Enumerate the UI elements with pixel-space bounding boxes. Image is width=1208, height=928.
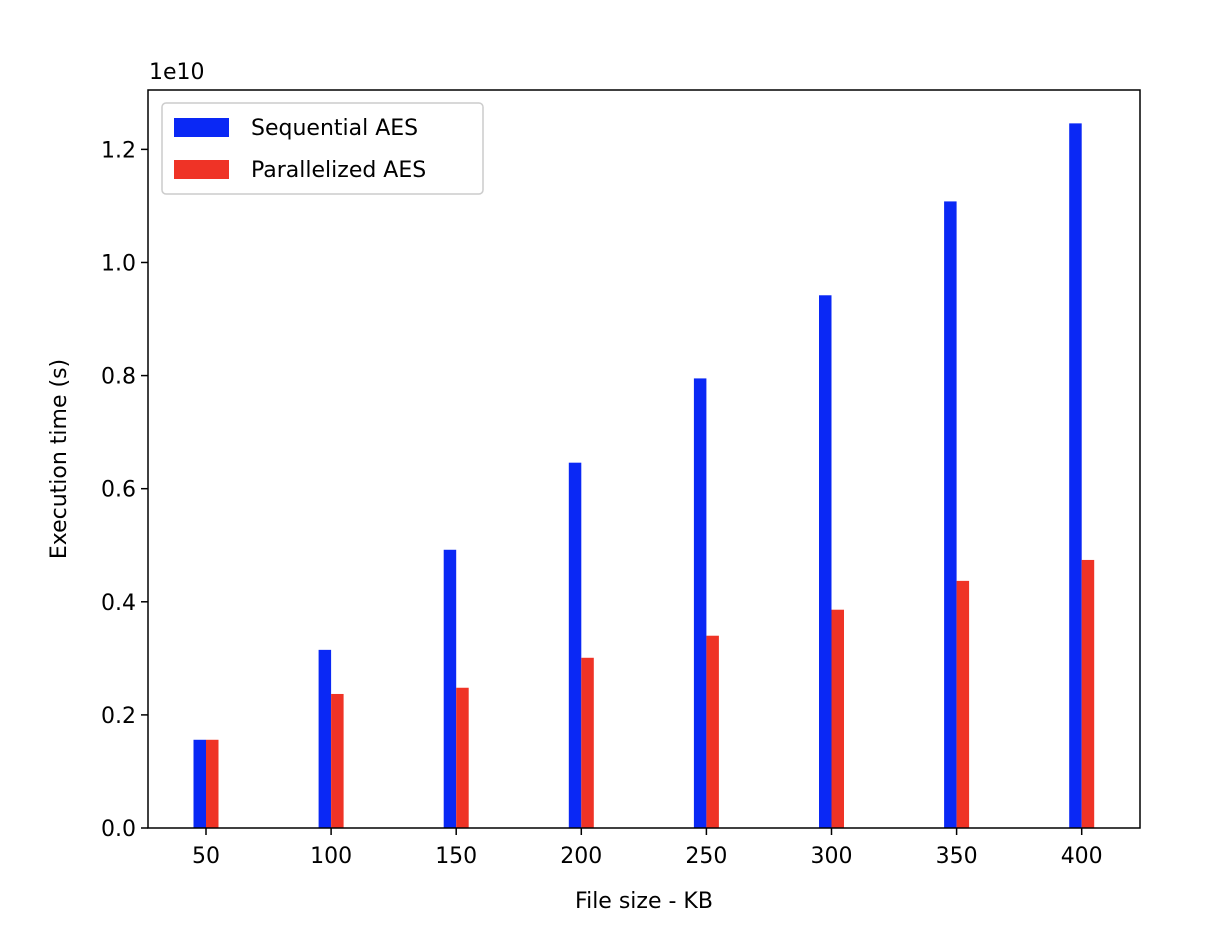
bar-sequential-200: [568, 462, 582, 828]
x-axis-ticks: 50 100 150 200 250 300 350 400: [192, 828, 1103, 869]
y-tick-label: 0.0: [101, 817, 136, 842]
y-tick-label: 0.8: [101, 365, 136, 390]
legend-label-sequential: Sequential AES: [251, 116, 418, 141]
x-tick-label: 50: [192, 844, 220, 869]
bar-parallelized-200: [581, 657, 594, 828]
x-tick-label: 250: [685, 844, 727, 869]
y-tick-label: 1.2: [101, 138, 136, 163]
bar-parallelized-250: [706, 635, 719, 828]
bar-sequential-50: [193, 739, 206, 828]
y-tick-label: 1.0: [101, 251, 136, 276]
bar-sequential-350: [944, 201, 957, 828]
bar-parallelized-100: [331, 693, 344, 828]
legend-swatch-parallelized: [174, 160, 229, 179]
bar-sequential-100: [318, 649, 332, 828]
x-axis-label: File size - KB: [575, 889, 713, 914]
legend: Sequential AES Parallelized AES: [161, 102, 484, 195]
y-axis-label: Execution time (s): [47, 359, 72, 559]
bar-parallelized-350: [956, 580, 970, 828]
x-tick-label: 400: [1061, 844, 1103, 869]
bar-sequential-150: [443, 549, 457, 828]
plot-area-frame: [147, 89, 1141, 829]
y-tick-label: 0.6: [101, 478, 136, 503]
legend-frame: [161, 102, 484, 195]
bar-parallelized-50: [206, 739, 219, 828]
bar-parallelized-400: [1081, 559, 1095, 828]
x-tick-label: 100: [310, 844, 352, 869]
bar-sequential-300: [819, 295, 832, 828]
x-tick-label: 200: [560, 844, 602, 869]
bar-parallelized-150: [456, 687, 469, 828]
bar-sequential-250: [693, 378, 707, 828]
bar-parallelized-300: [831, 609, 844, 828]
x-tick-label: 150: [435, 844, 477, 869]
x-tick-label: 300: [811, 844, 853, 869]
y-axis-ticks: 0.0 0.2 0.4 0.6 0.8 1.0 1.2: [101, 138, 148, 842]
bar-sequential-400: [1069, 123, 1082, 829]
legend-swatch-sequential: [174, 118, 229, 137]
legend-label-parallelized: Parallelized AES: [251, 158, 426, 183]
y-tick-label: 0.4: [101, 591, 136, 616]
y-tick-label: 0.2: [101, 704, 136, 729]
bars-group: [193, 123, 1095, 829]
x-tick-label: 350: [936, 844, 978, 869]
y-axis-offset-label: 1e10: [149, 60, 205, 85]
